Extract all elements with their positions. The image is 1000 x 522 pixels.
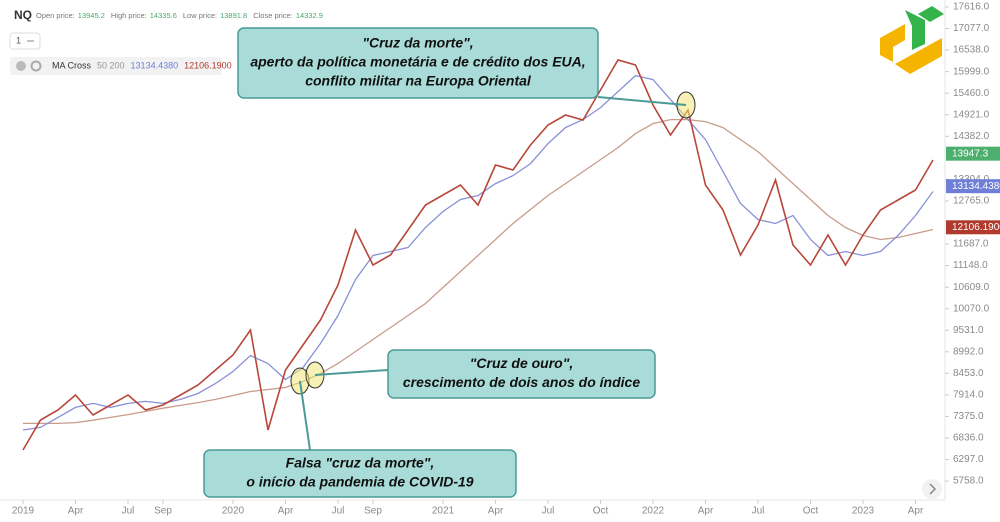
annotation-pointer (299, 380, 311, 451)
y-tick-label: 8992.0 (953, 346, 984, 357)
x-tick-label: 2019 (12, 506, 35, 517)
ohlc-value: 14335.6 (150, 11, 177, 20)
x-tick-label: Apr (68, 506, 84, 517)
x-tick-label: Oct (593, 506, 609, 517)
y-tick-label: 17077.0 (953, 23, 990, 34)
x-tick-label: 2023 (852, 506, 875, 517)
series-line (22, 74, 934, 431)
annotation-box (237, 27, 599, 99)
symbol: NQ (14, 8, 32, 22)
ohlc-value: 14332.9 (296, 11, 323, 20)
x-tick-label: Sep (364, 506, 382, 517)
y-tick-label: 17616.0 (953, 2, 990, 13)
x-tick-label: Apr (698, 506, 714, 517)
indicator-text: MA Cross (52, 60, 92, 70)
annotation-text: aperto da política monetária e de crédit… (250, 54, 585, 70)
x-tick-label: Apr (278, 506, 294, 517)
x-tick-label: Jul (752, 506, 765, 517)
scroll-icon (929, 483, 937, 495)
x-tick-label: 2020 (222, 506, 245, 517)
y-tick-label: 16538.0 (953, 45, 990, 56)
y-tick-label: 15460.0 (953, 88, 990, 99)
price-tag (946, 146, 1000, 161)
annotation-text: conflito militar na Europa Oriental (305, 73, 532, 89)
ohlc-label: High price: (111, 11, 147, 20)
x-tick-label: Sep (154, 506, 172, 517)
series-line (23, 118, 934, 425)
price-tag (946, 179, 1000, 194)
x-tick-label: Oct (803, 506, 819, 517)
y-tick-label: 15999.0 (953, 66, 990, 77)
y-tick-label: 11687.0 (953, 239, 989, 250)
x-tick-label: Apr (488, 506, 504, 517)
y-tick-label: 14921.0 (953, 109, 990, 120)
price-tag-label: 13134.4380 (952, 181, 1000, 192)
x-tick-label: Jul (122, 506, 135, 517)
ohlc-label: Open price: (36, 11, 75, 20)
x-tick-label: 2022 (642, 506, 665, 517)
annotation-text: Falsa "cruz da morte", (286, 455, 435, 471)
annotation-text: "Cruz de ouro", (470, 355, 574, 371)
price-tag (946, 220, 1000, 235)
interval-box (9, 32, 41, 50)
x-tick-label: Jul (542, 506, 555, 517)
y-tick-label: 7914.0 (953, 390, 984, 401)
annotation-text: crescimento de dois anos do índice (403, 374, 640, 390)
series-line (22, 59, 934, 451)
annotation-box (387, 349, 656, 399)
indicator-box (10, 57, 222, 75)
y-tick-label: 12765.0 (953, 196, 990, 207)
logo (880, 6, 944, 74)
ohlc-label: Low price: (183, 11, 217, 20)
annotation-pointer (314, 369, 389, 376)
indicator-text: 13134.4380 (131, 60, 179, 70)
y-tick-label: 14382.0 (953, 131, 990, 142)
ohlc-label: Close price: (253, 11, 293, 20)
indicator-text: 12106.1900 (184, 60, 232, 70)
y-tick-label: 6297.0 (953, 454, 984, 465)
ohlc-value: 13891.8 (220, 11, 247, 20)
annotation-box (203, 449, 517, 498)
x-tick-label: 2021 (432, 506, 455, 517)
annotation-text: o início da pandemia de COVID-19 (246, 474, 473, 490)
y-tick-label: 10070.0 (953, 303, 990, 314)
interval: 1 (16, 35, 21, 45)
x-tick-label: Jul (332, 506, 345, 517)
y-tick-label: 10609.0 (953, 282, 990, 293)
y-tick-label: 5758.0 (953, 476, 984, 487)
y-tick-label: 6836.0 (953, 433, 984, 444)
y-tick-label: 9531.0 (953, 325, 984, 336)
x-tick-label: Apr (908, 506, 924, 517)
indicator-icon (16, 61, 26, 71)
y-tick-label: 7375.0 (953, 411, 984, 422)
annotation-pointer (597, 96, 687, 106)
y-tick-label: 11148.0 (953, 260, 988, 271)
indicator-text: 50 200 (97, 60, 125, 70)
scroll-button[interactable] (922, 479, 942, 499)
settings-icon (30, 60, 42, 72)
ohlc-value: 13945.2 (78, 11, 105, 20)
price-tag-label: 12106.1900 (952, 222, 1000, 233)
annotation-text: "Cruz da morte", (362, 35, 473, 51)
price-tag-label: 13947.3 (952, 148, 989, 159)
y-tick-label: 8453.0 (953, 368, 984, 379)
